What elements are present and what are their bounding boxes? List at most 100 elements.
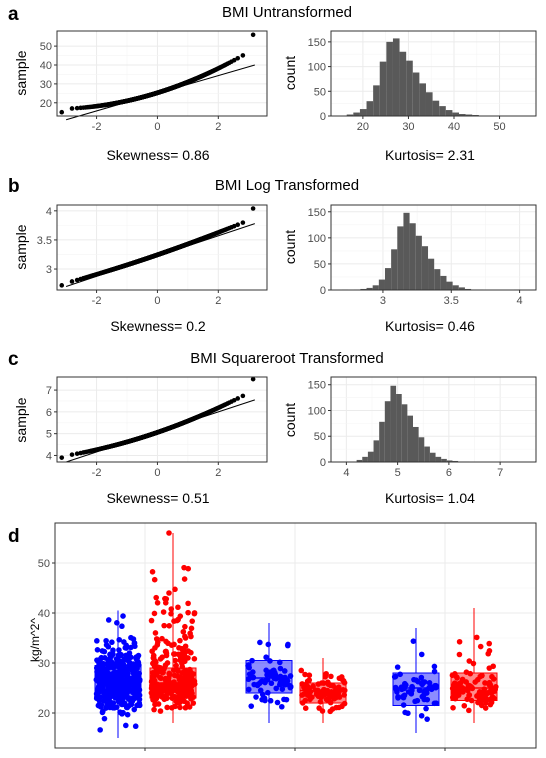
data-point <box>117 709 123 716</box>
data-point <box>302 705 309 711</box>
data-point <box>306 672 313 679</box>
data-point <box>173 698 180 705</box>
qq-ylabel-b: sample <box>13 224 29 269</box>
hist-ylabel-b: count <box>282 230 298 264</box>
panel-letter-c: c <box>8 349 19 370</box>
data-point <box>188 687 195 694</box>
data-point <box>190 700 197 706</box>
data-point <box>172 586 178 593</box>
x-tick-label: 0 <box>154 295 160 307</box>
data-point <box>101 715 108 722</box>
qq-point <box>235 396 241 401</box>
histogram-bar <box>407 415 413 462</box>
box-group-4 <box>298 658 348 723</box>
data-point <box>151 610 158 617</box>
x-tick-label: 4 <box>343 467 349 479</box>
data-point <box>123 666 129 672</box>
data-point <box>400 694 407 701</box>
qq-point <box>69 452 75 457</box>
qq-reference-line <box>65 399 255 463</box>
data-point <box>122 722 129 729</box>
data-point <box>306 691 312 698</box>
data-point <box>110 647 116 654</box>
data-point <box>132 723 139 730</box>
data-point <box>94 638 100 644</box>
qq-point <box>250 376 256 382</box>
x-tick-label: 2 <box>215 467 221 479</box>
iqr-box <box>392 672 440 706</box>
data-point <box>248 703 255 709</box>
data-point <box>394 689 400 695</box>
data-point <box>171 651 177 657</box>
histogram-bar <box>424 446 430 462</box>
x-tick-label: 3.5 <box>444 295 459 307</box>
kurtosis-label-b: Kurtosis= 0.46 <box>385 318 475 334</box>
data-point <box>257 687 264 694</box>
data-point <box>281 668 288 674</box>
qq-point <box>231 397 237 403</box>
x-tick-label: 40 <box>448 121 460 133</box>
qq-point <box>240 220 246 225</box>
data-point <box>163 638 169 645</box>
data-point <box>181 576 188 582</box>
data-point <box>482 705 489 711</box>
x-tick-label: 50 <box>493 121 505 133</box>
qq-point <box>59 109 65 115</box>
data-point <box>157 708 164 714</box>
data-point <box>323 696 330 703</box>
data-point <box>107 655 113 662</box>
data-point <box>423 690 430 696</box>
data-point <box>149 648 155 655</box>
data-point <box>95 686 101 692</box>
y-tick-label: 20 <box>38 708 50 720</box>
data-point <box>154 599 161 606</box>
histogram-bar <box>353 112 360 116</box>
data-point <box>181 564 187 571</box>
data-point <box>115 652 122 658</box>
panel-letter-d: d <box>8 526 20 547</box>
data-point <box>463 679 469 685</box>
y-tick-label: 5 <box>46 429 52 441</box>
data-point <box>163 648 169 655</box>
data-point <box>180 646 187 653</box>
data-point <box>167 671 173 678</box>
x-tick-label: 30 <box>402 121 414 133</box>
histogram-bar <box>390 385 397 462</box>
histogram-bar <box>379 61 387 116</box>
data-point <box>105 617 112 623</box>
data-point <box>278 703 285 710</box>
histogram-bar <box>379 421 385 462</box>
data-point <box>182 623 188 630</box>
qq-point <box>235 222 241 228</box>
data-point <box>279 686 286 692</box>
qq-point <box>59 283 65 288</box>
y-tick-label: 20 <box>40 98 52 110</box>
data-point <box>336 675 343 682</box>
data-point <box>263 654 269 661</box>
data-point <box>335 693 341 700</box>
qq-point <box>240 393 246 399</box>
histogram-bar <box>366 101 374 116</box>
histogram-bar <box>464 288 472 290</box>
qq-plot-c: -2 0 2 4 5 6 7 <box>46 376 268 479</box>
histogram-bar <box>445 110 453 116</box>
data-point <box>281 696 287 703</box>
y-tick-label: 150 <box>308 380 326 392</box>
data-point <box>130 669 136 676</box>
data-point <box>112 669 118 675</box>
data-point <box>116 647 122 653</box>
data-point <box>151 677 158 684</box>
data-point <box>160 609 167 615</box>
histogram-bar <box>446 281 453 290</box>
data-point <box>456 680 462 687</box>
panel-title-c: BMI Squareroot Transformed <box>190 350 383 367</box>
boxplot-ylabel: kg/m^2^ <box>28 618 42 662</box>
box-group-6 <box>449 608 499 723</box>
data-point <box>257 639 263 646</box>
data-point <box>189 618 196 624</box>
histogram-bar <box>397 226 404 290</box>
data-point <box>402 709 408 716</box>
histogram-bar <box>452 460 459 462</box>
data-point <box>268 680 275 687</box>
data-point <box>246 664 252 671</box>
